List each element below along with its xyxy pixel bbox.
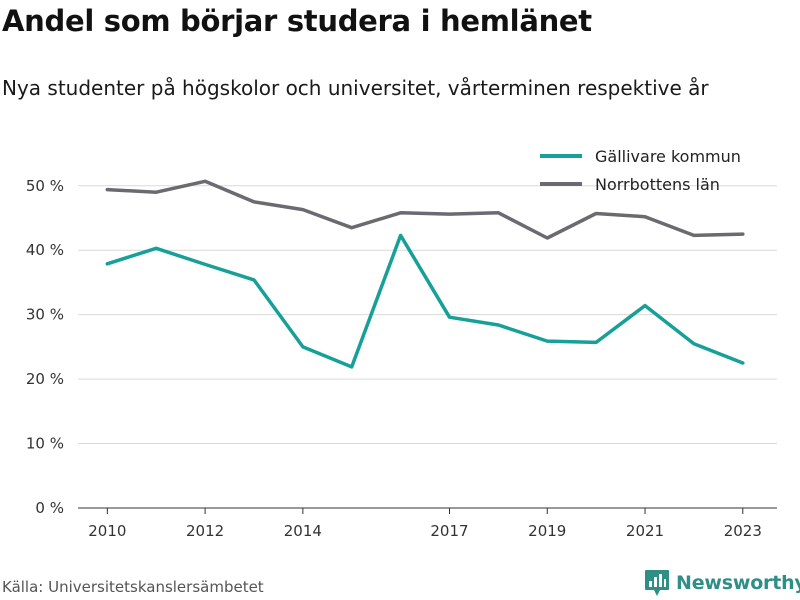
- y-tick-label: 10 %: [26, 435, 64, 453]
- axes: 0 % 10 % 20 % 30 % 40 % 50 % 2010 2012 2014 2017 2…: [26, 177, 777, 540]
- y-tick-label: 0 %: [35, 499, 64, 517]
- y-tick-label: 50 %: [26, 177, 64, 195]
- legend-label: Norrbottens län: [595, 175, 720, 194]
- line-chart: 0 % 10 % 20 % 30 % 40 % 50 % 2010 2012 2014 2017 2…: [26, 147, 777, 540]
- chart-subtitle: Nya studenter på högskolor och universit…: [2, 76, 709, 100]
- legend: Gällivare kommun Norrbottens län: [540, 147, 741, 194]
- brand-name: Newsworthy: [676, 572, 800, 594]
- x-tick-label: 2014: [284, 522, 322, 540]
- y-tick-label: 40 %: [26, 241, 64, 259]
- series-line-1: [105, 179, 745, 240]
- chart-title: Andel som börjar studera i hemlänet: [2, 4, 592, 38]
- x-tick-label: 2023: [724, 522, 762, 540]
- x-tick-label: 2021: [626, 522, 664, 540]
- x-tick-label: 2010: [88, 522, 126, 540]
- brand-logo: Newsworthy: [644, 569, 800, 597]
- legend-label: Gällivare kommun: [595, 147, 741, 166]
- x-tick-label: 2017: [430, 522, 468, 540]
- y-tick-label: 30 %: [26, 306, 64, 324]
- x-tick-label: 2012: [186, 522, 224, 540]
- x-tick-label: 2019: [528, 522, 566, 540]
- series-lines: [105, 179, 745, 369]
- source-note: Källa: Universitetskanslersämbetet: [2, 578, 264, 596]
- y-tick-label: 20 %: [26, 370, 64, 388]
- newsworthy-logo-icon: [645, 570, 669, 596]
- series-line-0: [105, 233, 745, 369]
- grid-lines: [78, 185, 777, 445]
